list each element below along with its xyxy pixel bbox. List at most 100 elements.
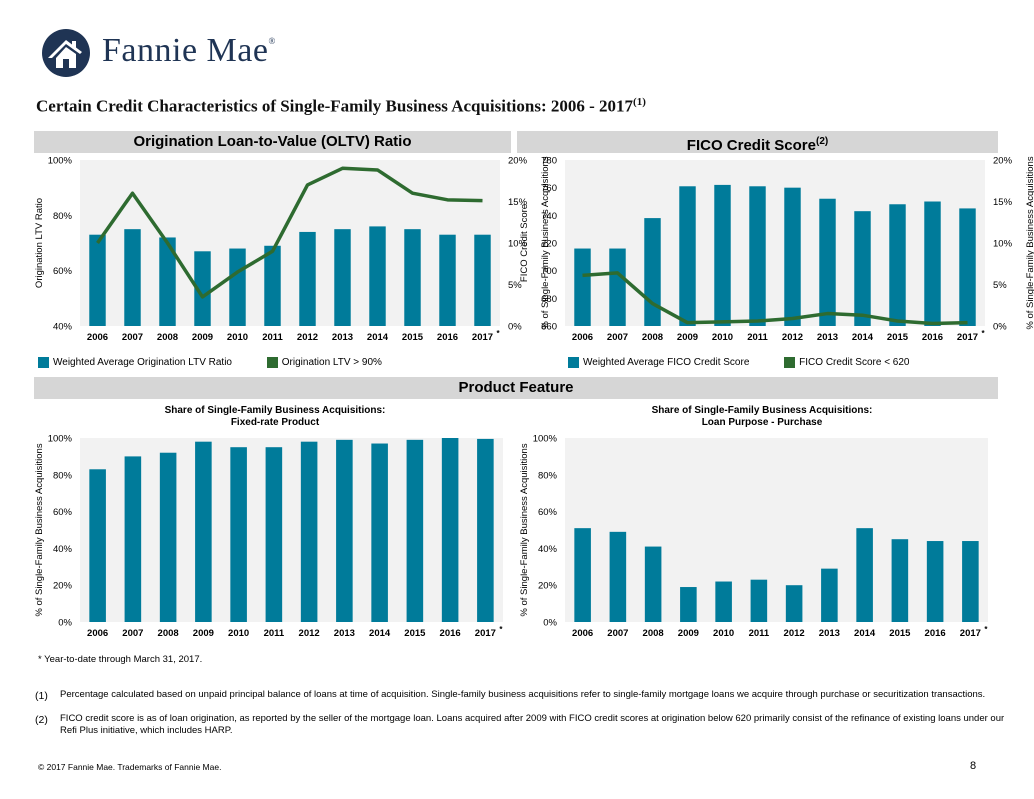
left-axis-label: % of Single-Family Business Acquisitions (34, 443, 45, 616)
left-tick-label: 60% (538, 507, 558, 518)
bar (891, 539, 909, 622)
bar (856, 528, 873, 622)
x-tick-label: 2007 (122, 628, 143, 639)
x-tick-label: 2006 (572, 628, 593, 639)
bar (299, 231, 316, 326)
x-tick-label: 2017 (957, 332, 978, 343)
bar (264, 245, 281, 326)
left-tick-label: 660 (541, 322, 557, 333)
bar (404, 229, 421, 326)
x-tick-label: 2015 (887, 332, 909, 343)
right-tick-label: 0% (993, 322, 1007, 333)
left-tick-label: 740 (541, 211, 557, 222)
right-tick-label: 5% (993, 280, 1007, 291)
x-tick-label: 2017 (475, 628, 496, 639)
bar (439, 234, 456, 326)
left-axis-label: FICO Credit Score (519, 204, 530, 282)
ytd-marker: * (982, 329, 986, 338)
right-tick-label: 15% (508, 197, 528, 208)
legend-item: Weighted Average Origination LTV Ratio (38, 357, 232, 368)
x-tick-label: 2008 (643, 628, 664, 639)
x-tick-label: 2014 (852, 332, 874, 343)
legend-item: Origination LTV > 90% (266, 357, 382, 368)
bar (124, 229, 141, 326)
right-tick-label: 20% (508, 156, 528, 167)
line-series (582, 271, 968, 326)
oltv-section-header: Origination Loan-to-Value (OLTV) Ratio (34, 131, 511, 153)
right-tick-label: 10% (508, 239, 528, 250)
bar (819, 198, 836, 326)
x-tick-label: 2011 (262, 332, 283, 343)
left-axis-label: % of Single-Family Business Acquisitions (519, 443, 530, 616)
left-tick-label: 760 (541, 183, 557, 194)
x-tick-label: 2009 (192, 332, 213, 343)
bar (474, 234, 491, 326)
right-axis-label: % of Single-Family Business Acquisitions (540, 156, 551, 329)
bar (715, 581, 732, 622)
bar (889, 204, 906, 326)
bar (477, 438, 494, 622)
footnote-1-text: Percentage calculated based on unpaid pr… (60, 689, 986, 700)
bar (89, 234, 106, 326)
x-tick-label: 2006 (572, 332, 593, 343)
left-tick-label: 40% (538, 544, 558, 555)
x-tick-label: 2010 (713, 628, 734, 639)
bar (784, 187, 801, 326)
x-tick-label: 2015 (404, 628, 426, 639)
bar (334, 229, 351, 326)
left-tick-label: 80% (538, 470, 558, 481)
ytd-marker: * (499, 625, 503, 634)
left-tick-label: 60% (53, 266, 73, 277)
right-tick-label: 10% (993, 239, 1013, 250)
brand-name: Fannie Mae® (102, 32, 276, 69)
x-tick-label: 2010 (228, 628, 249, 639)
x-tick-label: 2006 (87, 332, 108, 343)
ytd-note: * Year-to-date through March 31, 2017. (38, 654, 203, 665)
bar (229, 248, 246, 326)
left-tick-label: 100% (48, 156, 73, 167)
bar (680, 587, 697, 622)
bar (679, 186, 696, 326)
x-tick-label: 2008 (157, 332, 178, 343)
left-tick-label: 720 (541, 239, 557, 250)
x-tick-label: 2015 (889, 628, 911, 639)
bar (371, 443, 388, 622)
bar (749, 186, 766, 326)
x-tick-label: 2011 (264, 628, 285, 639)
purchase-chart-title: Share of Single-Family Business Acquisit… (651, 405, 873, 428)
bar (785, 585, 803, 622)
fico-section-header: FICO Credit Score(2) (517, 131, 998, 154)
fixed-chart-title: Share of Single-Family Business Acquisit… (164, 405, 386, 428)
bar (924, 201, 941, 326)
bar (89, 469, 106, 622)
left-tick-label: 20% (53, 581, 73, 592)
left-tick-label: 80% (53, 211, 73, 222)
x-tick-label: 2010 (712, 332, 733, 343)
x-tick-label: 2016 (925, 628, 946, 639)
x-tick-label: 2014 (369, 628, 391, 639)
plot-area (565, 160, 985, 326)
left-tick-label: 100% (48, 434, 73, 445)
bar (230, 447, 247, 622)
x-tick-label: 2008 (642, 332, 663, 343)
x-tick-label: 2014 (854, 628, 876, 639)
left-tick-label: 700 (541, 266, 557, 277)
x-tick-label: 2016 (440, 628, 461, 639)
footnote-2-number: (2) (35, 714, 48, 726)
right-tick-label: 5% (508, 280, 522, 291)
x-tick-label: 2013 (819, 628, 840, 639)
footnote-1-number: (1) (35, 690, 48, 702)
bar (609, 531, 627, 622)
right-axis-label: % of Single-Family Business Acquisitions (1025, 156, 1034, 329)
bar (159, 452, 177, 622)
bar (962, 541, 979, 622)
x-tick-label: 2015 (402, 332, 424, 343)
legend-item: FICO Credit Score < 620 (784, 357, 910, 368)
bar (265, 447, 283, 622)
oltv-chart: 40% 60% 80% 100% Origination LTV Ratio 0% 5% 10… (34, 156, 551, 344)
x-tick-label: 2016 (922, 332, 943, 343)
house-logo-icon (42, 29, 90, 77)
ytd-marker: * (984, 625, 988, 634)
right-tick-label: 20% (993, 156, 1013, 167)
x-tick-label: 2012 (784, 628, 805, 639)
